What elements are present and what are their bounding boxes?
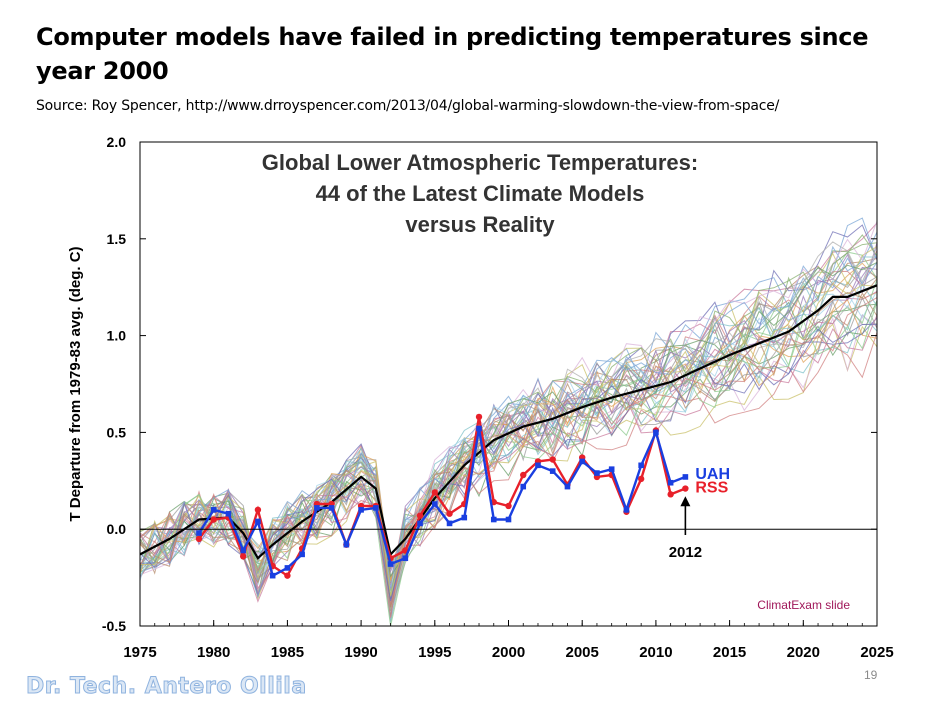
y-axis-label: T Departure from 1979-83 avg. (deg. C) bbox=[67, 246, 84, 521]
uah-point bbox=[255, 518, 261, 525]
y-tick-label: 0.5 bbox=[107, 424, 127, 440]
uah-point bbox=[594, 470, 600, 476]
uah-point bbox=[402, 555, 409, 562]
uah-point bbox=[549, 468, 556, 474]
rss-point bbox=[210, 516, 217, 523]
uah-point bbox=[358, 507, 364, 513]
rss-point bbox=[667, 491, 674, 498]
x-tick-label: 2000 bbox=[492, 644, 525, 661]
uah-point bbox=[653, 429, 659, 436]
chart-title-line: versus Reality bbox=[405, 212, 555, 237]
page-number: 19 bbox=[864, 668, 878, 682]
rss-point bbox=[520, 471, 527, 479]
rss-point bbox=[284, 572, 291, 579]
uah-series-label: UAH bbox=[695, 466, 730, 483]
axes-group bbox=[139, 141, 878, 627]
y-tick-label: 1.5 bbox=[107, 231, 127, 247]
model-run-line bbox=[139, 332, 878, 606]
observed-series-group bbox=[139, 284, 878, 579]
rss-point bbox=[637, 475, 645, 483]
rss-point bbox=[446, 510, 453, 517]
uah-point bbox=[373, 505, 379, 511]
x-tick-label: 2020 bbox=[787, 644, 820, 661]
x-tick-label: 1990 bbox=[344, 644, 377, 661]
rss-point bbox=[549, 456, 556, 463]
y-tick-label: 2.0 bbox=[107, 134, 127, 150]
source-citation: Source: Roy Spencer, http://www.drroyspe… bbox=[36, 98, 780, 114]
model-run-line bbox=[139, 224, 878, 581]
x-tick-label: 1975 bbox=[123, 644, 156, 661]
rss-point bbox=[416, 512, 424, 519]
rss-point bbox=[682, 485, 689, 492]
rss-point bbox=[475, 413, 483, 421]
rss-point bbox=[254, 506, 262, 514]
uah-line bbox=[197, 428, 686, 578]
rss-point bbox=[195, 535, 203, 543]
uah-point bbox=[446, 520, 453, 527]
rss-point bbox=[239, 553, 247, 560]
x-tick-label: 2005 bbox=[566, 644, 599, 661]
model-run-line bbox=[139, 283, 878, 623]
uah-point bbox=[328, 505, 335, 511]
uah-point bbox=[520, 483, 527, 490]
uah-point bbox=[387, 561, 394, 567]
uah-point bbox=[343, 541, 350, 548]
model-run-line bbox=[139, 221, 878, 562]
uah-point bbox=[623, 507, 630, 513]
uah-point bbox=[682, 474, 689, 480]
uah-point bbox=[579, 458, 585, 465]
y-tick-label: 1.0 bbox=[107, 328, 127, 344]
chart-title-line: Global Lower Atmospheric Temperatures: bbox=[262, 150, 698, 175]
uah-point bbox=[210, 507, 217, 513]
watermark-text: ClimatExam slide bbox=[757, 598, 850, 612]
uah-point bbox=[535, 462, 541, 469]
model-run-line bbox=[139, 241, 878, 622]
rss-point bbox=[505, 502, 512, 510]
slide-title: Computer models have failed in predictin… bbox=[36, 23, 869, 85]
uah-point bbox=[225, 510, 232, 517]
uah-point bbox=[432, 501, 438, 507]
y-tick-label: -0.5 bbox=[102, 618, 126, 634]
uah-point bbox=[490, 516, 497, 523]
rss-series-label: RSS bbox=[695, 480, 728, 497]
uah-point bbox=[476, 425, 482, 432]
uah-point bbox=[299, 551, 305, 558]
chart-title-line: 44 of the Latest Climate Models bbox=[316, 181, 645, 206]
uah-point bbox=[505, 516, 512, 523]
model-run-line bbox=[139, 314, 878, 608]
x-tick-label: 2015 bbox=[713, 644, 746, 661]
model-run-line bbox=[139, 301, 878, 627]
model-run-line bbox=[139, 257, 878, 599]
uah-point bbox=[284, 565, 291, 571]
uah-point bbox=[417, 520, 423, 527]
x-tick-label: 1980 bbox=[197, 644, 230, 661]
uah-point bbox=[638, 462, 644, 469]
y-tick-label: 0.0 bbox=[107, 521, 127, 537]
x-tick-label: 1995 bbox=[418, 644, 451, 661]
author-logo: Dr. Tech. Antero Ollila bbox=[26, 674, 307, 700]
x-tick-label: 2010 bbox=[639, 644, 672, 661]
x-tick-label: 1985 bbox=[271, 644, 304, 661]
model-run-line bbox=[139, 296, 878, 612]
model-run-line bbox=[139, 301, 878, 616]
uah-point bbox=[269, 572, 276, 579]
uah-point bbox=[667, 479, 674, 486]
model-runs-group bbox=[139, 217, 878, 627]
model-run-line bbox=[139, 300, 878, 596]
uah-point bbox=[314, 505, 320, 511]
model-run-line bbox=[139, 323, 878, 602]
chart-text-group: -0.5 0.0 0.5 1.0 1.5 2.0 1975 1980 1985 1990 1995 2… bbox=[67, 134, 894, 661]
uah-point bbox=[564, 483, 571, 490]
model-mean-line bbox=[139, 284, 878, 560]
uah-point bbox=[608, 466, 615, 472]
uah-point bbox=[196, 530, 202, 536]
annotation-arrow-head bbox=[680, 496, 691, 507]
rss-point bbox=[431, 489, 438, 496]
x-tick-label: 2025 bbox=[860, 644, 893, 661]
annotation-2012: 2012 bbox=[669, 544, 702, 561]
uah-point bbox=[461, 514, 468, 521]
uah-point bbox=[240, 547, 246, 554]
